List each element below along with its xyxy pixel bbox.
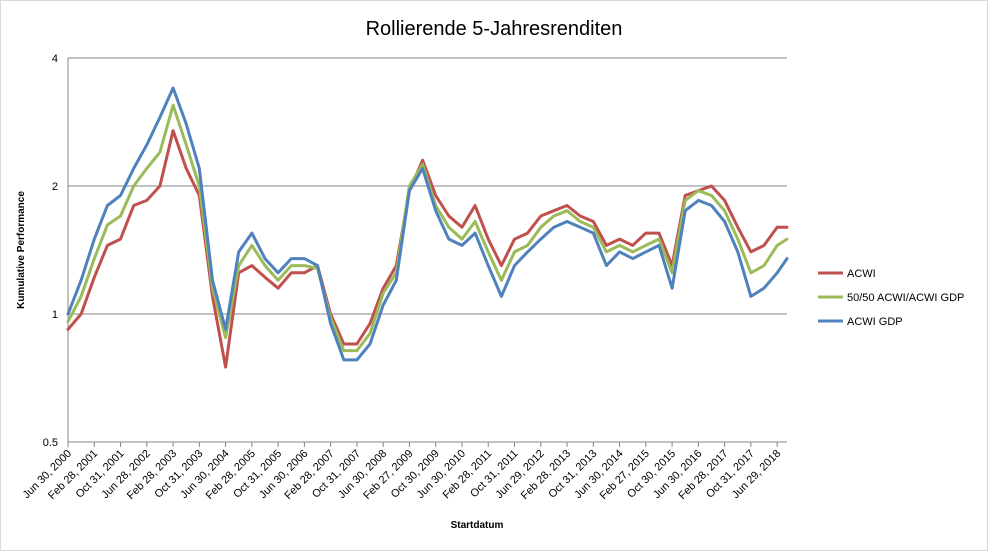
legend-label: ACWI GDP [847,316,903,328]
series-line-1 [66,129,789,369]
legend-label: ACWI [847,268,876,280]
series-line-3 [66,86,789,362]
y-tick-label: 2 [52,181,58,193]
y-axis-title: Kumulative Performance [16,191,27,309]
x-axis-title: Startdatum [451,520,504,531]
y-tick-label: 1 [52,309,58,321]
legend-label: 50/50 ACWI/ACWI GDP [847,292,964,304]
y-tick-label: 4 [52,53,58,65]
y-tick-labels: 0.5 1 2 4 [43,53,58,449]
chart-title: Rollierende 5-Jahresrenditen [366,18,623,40]
series-lines [66,86,789,369]
legend: ACWI 50/50 ACWI/ACWI GDP ACWI GDP [818,268,964,328]
y-tick-label: 0.5 [43,437,58,449]
